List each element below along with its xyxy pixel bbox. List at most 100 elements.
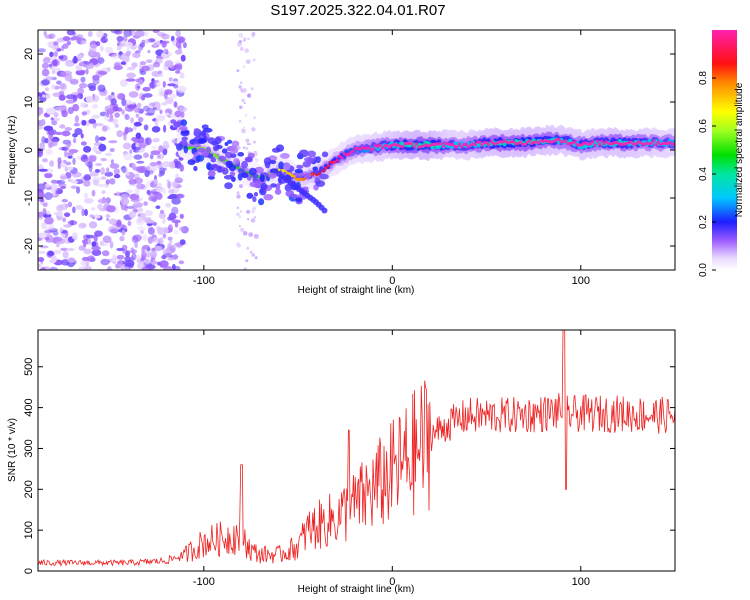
noise-blob [158, 145, 164, 153]
noise-blob [88, 155, 97, 162]
noise-blob [120, 61, 126, 65]
noise-blob [245, 259, 249, 263]
noise-blob [98, 136, 107, 141]
ridge-blob [258, 198, 265, 206]
noise-blob [75, 66, 83, 71]
ridge-blob [306, 150, 317, 158]
ridge-cell [573, 140, 577, 144]
noise-blob [53, 112, 59, 118]
ridge-blob [283, 162, 291, 171]
noise-blob [42, 94, 46, 98]
noise-blob [136, 226, 146, 231]
ridge-cell [340, 156, 344, 160]
ridge-cell [281, 169, 285, 173]
noise-blob [67, 106, 74, 115]
noise-blob [60, 175, 68, 180]
noise-blob [152, 236, 161, 244]
noise-blob [138, 116, 144, 123]
noise-blob [162, 148, 168, 156]
noise-blob [110, 98, 117, 106]
noise-blob [152, 61, 161, 68]
noise-blob [112, 118, 119, 126]
noise-blob [160, 209, 164, 214]
noise-blob [41, 266, 46, 270]
noise-blob [117, 40, 121, 46]
noise-blob [162, 218, 166, 224]
noise-blob [236, 242, 241, 247]
ridge-cell [656, 140, 661, 144]
ridge-blob [241, 160, 249, 169]
noise-blob [101, 250, 110, 257]
noise-blob [78, 266, 89, 270]
noise-blob [80, 260, 89, 267]
ridge-blob [284, 184, 292, 192]
noise-blob [150, 150, 161, 156]
ridge-blob [180, 119, 188, 127]
y-tick-label: 400 [23, 398, 35, 416]
ridge-cell [598, 142, 602, 146]
ridge-blob [207, 137, 216, 144]
noise-blob [56, 80, 62, 85]
noise-blob [59, 83, 66, 89]
ridge-cell [595, 139, 600, 143]
noise-blob [247, 37, 251, 41]
noise-blob [83, 175, 87, 181]
noise-blob [247, 94, 251, 98]
noise-blob [64, 127, 73, 131]
noise-blob [174, 110, 183, 118]
noise-blob [179, 106, 188, 112]
noise-blob [142, 233, 148, 242]
ridge-blob [233, 158, 240, 165]
noise-blob [58, 183, 67, 188]
noise-blob [242, 146, 246, 149]
noise-blob [87, 50, 95, 57]
ridge-blob [303, 172, 312, 179]
noise-blob [94, 123, 104, 127]
ridge-cell [457, 142, 461, 146]
noise-blob [88, 118, 96, 124]
noise-blob [159, 237, 164, 245]
noise-blob [119, 79, 128, 87]
noise-blob [253, 116, 256, 120]
noise-blob [147, 236, 154, 244]
noise-blob [83, 180, 91, 187]
ridge-blob [246, 192, 254, 199]
ridge-cell [555, 138, 559, 142]
noise-blob [138, 79, 144, 85]
noise-blob [109, 240, 114, 249]
ridge-cell [489, 140, 493, 144]
ridge-blob [319, 173, 329, 180]
noise-blob [121, 98, 127, 107]
noise-blob [171, 197, 181, 205]
noise-blob [81, 111, 88, 116]
noise-blob [174, 49, 183, 55]
noise-blob [46, 107, 56, 116]
noise-blob [244, 113, 248, 117]
ridge-cell [288, 172, 292, 176]
ridge-blob [216, 165, 223, 173]
noise-blob [159, 109, 163, 115]
ridge-blob [278, 161, 284, 170]
ridge-blob [271, 147, 281, 153]
x-tick-label: 0 [389, 576, 395, 588]
noise-blob [174, 60, 180, 66]
ridge-cell [650, 141, 654, 145]
noise-blob [109, 178, 116, 185]
noise-blob [177, 85, 187, 93]
noise-blob [182, 42, 187, 49]
noise-blob [91, 241, 97, 248]
noise-blob [236, 191, 240, 195]
ridge-blob [249, 181, 260, 188]
noise-blob [38, 232, 48, 239]
noise-blob [126, 66, 136, 71]
noise-blob [109, 147, 115, 153]
ridge-cell [634, 142, 638, 146]
noise-blob [62, 217, 66, 223]
noise-blob [45, 148, 53, 155]
noise-blob [50, 255, 58, 263]
ridge-blob [319, 166, 324, 172]
noise-blob [161, 40, 167, 48]
noise-blob [134, 147, 141, 151]
